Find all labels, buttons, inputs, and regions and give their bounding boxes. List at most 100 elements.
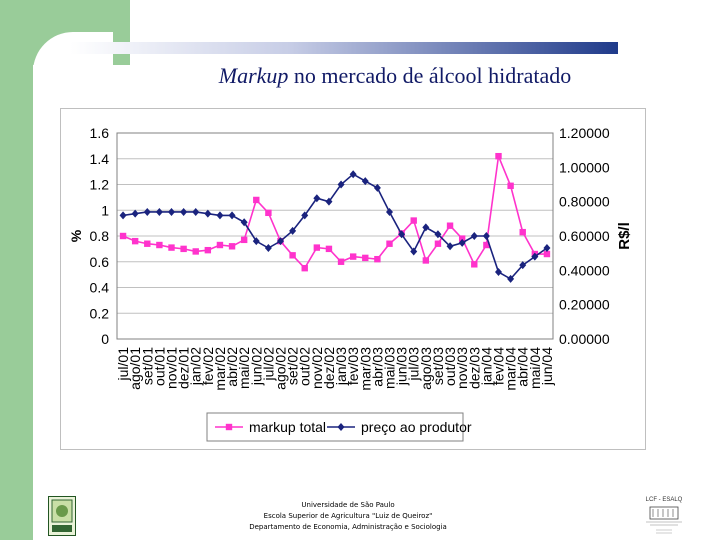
data-point	[168, 207, 175, 216]
data-point	[289, 226, 297, 235]
data-point	[228, 211, 236, 220]
y-tick-label: 1.4	[90, 151, 110, 167]
esalq-logo	[48, 496, 76, 536]
x-tick-label: set/01	[139, 347, 155, 385]
data-point	[458, 238, 466, 247]
data-point	[374, 255, 381, 263]
data-point	[180, 245, 187, 253]
data-point	[143, 207, 151, 216]
x-tick-label: abr/04	[515, 347, 531, 387]
data-point	[410, 247, 418, 256]
y-axis-label: %	[68, 229, 84, 242]
x-tick-label: mai/03	[382, 347, 398, 389]
x-tick-label: out/03	[442, 347, 458, 386]
legend-marker	[225, 423, 233, 431]
data-point	[386, 207, 393, 216]
slide-title: Markup no mercado de álcool hidratado	[0, 63, 720, 89]
x-tick-label: out/01	[151, 347, 167, 386]
data-point	[507, 182, 514, 189]
data-point	[119, 232, 127, 240]
data-point	[470, 232, 478, 240]
x-tick-label: ago/01	[127, 347, 143, 390]
footer-department: Departamento de Economia, Administração …	[249, 523, 447, 531]
data-point	[386, 240, 393, 247]
data-point	[446, 242, 454, 251]
data-point	[422, 257, 430, 264]
x-tick-label: jan/03	[333, 347, 349, 386]
data-point	[325, 245, 333, 253]
data-point	[192, 207, 200, 216]
data-point	[337, 258, 345, 265]
x-tick-label: fev/02	[200, 347, 216, 385]
data-point	[192, 248, 199, 255]
x-tick-label: mar/02	[212, 347, 228, 391]
data-point	[168, 244, 175, 251]
data-point	[156, 241, 163, 249]
data-point	[240, 236, 248, 244]
x-tick-label: abr/03	[369, 347, 385, 387]
legend-marker	[337, 423, 345, 431]
x-tick-label: nov/02	[309, 347, 325, 389]
slide-title-italic: Markup	[218, 63, 289, 88]
data-point	[434, 230, 442, 239]
data-point	[507, 274, 515, 283]
x-tick-label: nov/03	[454, 347, 470, 389]
x-tick-label: dez/02	[321, 347, 337, 389]
plot-area	[116, 132, 554, 340]
x-tick-label: fev/03	[345, 347, 361, 385]
title-rule	[70, 42, 618, 54]
data-point	[204, 246, 212, 254]
y2-tick-label: 1.00000	[559, 159, 610, 175]
x-tick-label: mai/02	[236, 347, 252, 389]
x-tick-label: jul/02	[260, 347, 276, 382]
data-point	[483, 241, 490, 249]
data-point	[362, 254, 369, 262]
data-point	[482, 232, 490, 240]
x-tick-label: jul/03	[406, 347, 422, 382]
data-point	[252, 237, 260, 246]
data-point	[264, 244, 272, 253]
x-tick-label: jan/02	[188, 347, 204, 386]
chart: 0 0.2 0.4 0.6 0.8 1 1.2 1.4 1.6 0.00000 0.20000 0.4…	[68, 125, 633, 442]
y2-tick-label: 0.40000	[559, 262, 610, 278]
data-point	[519, 261, 527, 270]
y2-tick-label: 0.20000	[559, 297, 610, 313]
y2-tick-label: 1.20000	[559, 125, 610, 141]
x-tick-label: mai/04	[527, 347, 543, 389]
left-decor-band	[0, 0, 33, 540]
x-tick-label: abr/02	[224, 347, 240, 387]
data-point	[144, 240, 151, 247]
data-point	[410, 217, 417, 224]
x-tick-label: set/03	[430, 347, 446, 385]
data-point	[180, 207, 188, 216]
data-point	[495, 268, 502, 277]
legend-label: preço ao produtor	[361, 419, 472, 435]
data-point	[119, 211, 127, 220]
data-point	[458, 235, 466, 242]
data-point	[289, 252, 296, 259]
x-tick-label: jan/04	[478, 347, 494, 386]
data-point	[313, 194, 321, 203]
x-tick-label: jun/04	[539, 347, 555, 386]
x-tick-label: jun/03	[394, 347, 410, 386]
y-tick-label: 1	[101, 202, 109, 218]
data-point	[253, 196, 260, 204]
data-point	[373, 183, 381, 192]
y2-tick-label: 0.60000	[559, 228, 610, 244]
y-tick-label: 0.4	[90, 280, 110, 296]
y-tick-label: 0	[101, 331, 109, 347]
data-point	[240, 218, 248, 227]
x-tick-label: ago/02	[273, 347, 289, 390]
data-point	[543, 250, 551, 258]
data-point	[337, 180, 345, 189]
x-tick-label: mar/03	[357, 347, 373, 391]
data-point	[301, 264, 308, 272]
data-point	[531, 252, 539, 261]
lcf-esalq-logo: LCF - ESALQ	[636, 497, 692, 537]
x-tick-label: ago/03	[418, 347, 434, 390]
data-point	[155, 207, 163, 216]
series-line	[122, 173, 548, 280]
y-tick-label: 1.6	[90, 125, 110, 141]
x-tick-label: dez/01	[176, 347, 192, 389]
data-point	[325, 197, 333, 206]
